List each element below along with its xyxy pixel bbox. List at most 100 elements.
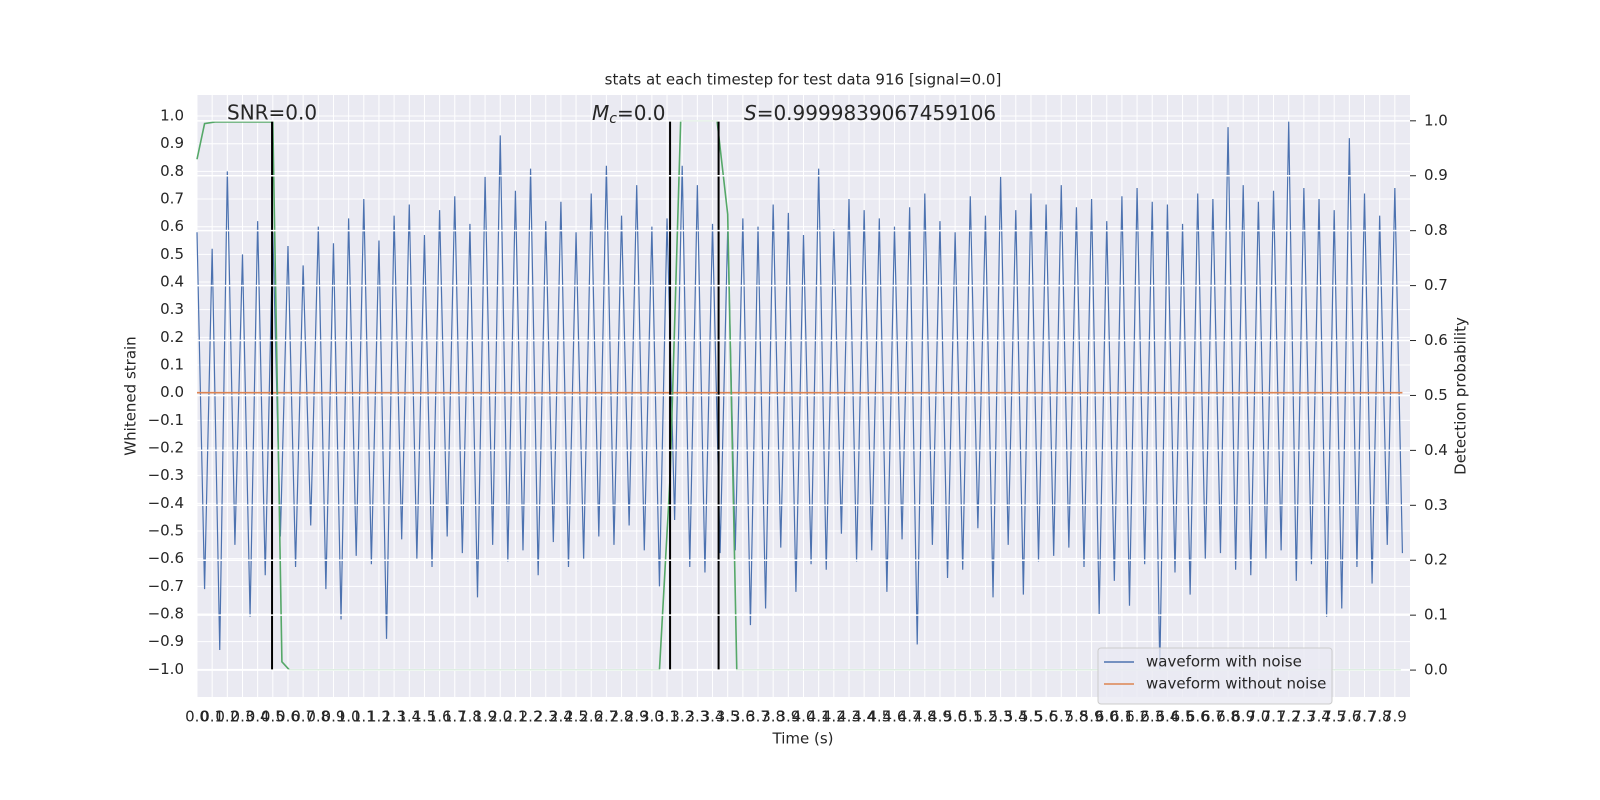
x-tick-label: 6.1 [1110, 708, 1134, 726]
x-tick-label: 6.5 [1171, 708, 1195, 726]
x-tick-label: 2.1 [503, 708, 527, 726]
x-tick-label: 3.4 [701, 708, 725, 726]
x-tick-label: 5.5 [1019, 708, 1043, 726]
y-tick-label: 1.0 [160, 107, 184, 125]
x-tick-label: 0.3 [231, 708, 255, 726]
y-tick-label: 0.3 [160, 300, 184, 318]
x-tick-label: 3.8 [761, 708, 785, 726]
x-tick-label: 2.5 [564, 708, 588, 726]
x-tick-label: 6.2 [1125, 708, 1149, 726]
x-tick-label: 7.0 [1246, 708, 1270, 726]
x-tick-label: 0.0 [185, 708, 209, 726]
x-tick-label: 2.9 [625, 708, 649, 726]
x-tick-label: 0.4 [246, 708, 270, 726]
x-tick-label: 6.9 [1231, 708, 1255, 726]
x-tick-label: 2.0 [488, 708, 512, 726]
x-tick-label: 0.1 [200, 708, 224, 726]
x-tick-label: 3.7 [746, 708, 770, 726]
x-tick-label: 2.2 [519, 708, 543, 726]
x-axis-label: Time (s) [772, 730, 834, 748]
legend-box [1097, 647, 1333, 705]
x-tick-label: 3.1 [655, 708, 679, 726]
y-tick-label: 0.1 [160, 356, 184, 374]
legend-label: waveform without noise [1146, 675, 1326, 693]
x-tick-label: 7.4 [1307, 708, 1331, 726]
x-tick-label: 2.8 [610, 708, 634, 726]
y2-tick-label: 0.3 [1424, 496, 1448, 514]
x-tick-label: 4.7 [898, 708, 922, 726]
y-tick-label: 0.9 [160, 134, 184, 152]
x-tick-label: 5.7 [1049, 708, 1073, 726]
y-tick-label: 0.8 [160, 162, 184, 180]
x-tick-label: 5.1 [958, 708, 982, 726]
x-tick-label: 6.4 [1155, 708, 1179, 726]
x-tick-label: 5.9 [1080, 708, 1104, 726]
y-axis-label: Whitened strain [122, 336, 140, 455]
y-tick-label: 0.2 [160, 328, 184, 346]
x-tick-label: 1.3 [382, 708, 406, 726]
x-tick-label: 1.4 [397, 708, 421, 726]
y-tick-label: 0.6 [160, 217, 184, 235]
x-tick-label: 4.5 [867, 708, 891, 726]
x-tick-label: 3.6 [731, 708, 755, 726]
x-tick-label: 5.8 [1064, 708, 1088, 726]
s-text: =0.9999839067459106 [757, 101, 996, 125]
x-tick-label: 1.0 [337, 708, 361, 726]
snr-annotation: SNR=0.0 [227, 101, 317, 125]
y-tick-label: −0.7 [148, 577, 184, 595]
x-tick-label: 3.5 [716, 708, 740, 726]
x-tick-label: 7.7 [1353, 708, 1377, 726]
x-tick-label: 0.5 [261, 708, 285, 726]
x-tick-label: 1.8 [458, 708, 482, 726]
y2-tick-label: 1.0 [1424, 111, 1448, 129]
x-tick-label: 1.7 [443, 708, 467, 726]
y-tick-label: 0.7 [160, 190, 184, 208]
y-tick-label: −0.9 [148, 632, 184, 650]
y2-tick-label: 0.5 [1424, 386, 1448, 404]
x-tick-label: 1.1 [352, 708, 376, 726]
y-tick-label: −0.6 [148, 549, 184, 567]
x-tick-label: 4.8 [913, 708, 937, 726]
x-tick-label: 7.6 [1337, 708, 1361, 726]
mc-subscript: c [609, 111, 617, 127]
mc-annotation: Mc=0.0 [592, 101, 666, 128]
s-annotation: S=0.9999839067459106 [744, 101, 996, 125]
s-symbol: S [744, 101, 757, 125]
mc-text: =0.0 [617, 101, 666, 125]
x-tick-label: 1.5 [413, 708, 437, 726]
x-tick-label: 6.7 [1201, 708, 1225, 726]
x-tick-label: 4.2 [822, 708, 846, 726]
y2-tick-label: 0.9 [1424, 166, 1448, 184]
x-tick-label: 6.8 [1216, 708, 1240, 726]
chart-title: stats at each timestep for test data 916… [605, 71, 1002, 89]
x-tick-label: 3.3 [685, 708, 709, 726]
x-tick-label: 2.6 [579, 708, 603, 726]
x-tick-label: 5.4 [1004, 708, 1028, 726]
y2-tick-label: 0.4 [1424, 441, 1448, 459]
x-tick-label: 0.2 [215, 708, 239, 726]
x-tick-label: 7.2 [1277, 708, 1301, 726]
x-tick-label: 5.2 [974, 708, 998, 726]
y-tick-label: 0.5 [160, 245, 184, 263]
y2-tick-label: 0.1 [1424, 606, 1448, 624]
y-tick-label: −0.2 [148, 439, 184, 457]
x-tick-label: 4.1 [807, 708, 831, 726]
y-tick-label: 0.0 [160, 383, 184, 401]
x-tick-label: 5.3 [989, 708, 1013, 726]
x-tick-label: 3.0 [640, 708, 664, 726]
x-tick-label: 4.0 [792, 708, 816, 726]
y-tick-label: −0.8 [148, 605, 184, 623]
x-tick-label: 4.3 [837, 708, 861, 726]
x-tick-label: 4.9 [928, 708, 952, 726]
x-tick-label: 2.4 [549, 708, 573, 726]
x-tick-label: 5.0 [943, 708, 967, 726]
mc-symbol: M [592, 101, 609, 125]
x-tick-label: 0.9 [322, 708, 346, 726]
series-line [196, 121, 1404, 670]
x-tick-label: 1.6 [428, 708, 452, 726]
x-tick-label: 0.6 [276, 708, 300, 726]
x-tick-label: 2.3 [534, 708, 558, 726]
x-tick-label: 6.3 [1140, 708, 1164, 726]
x-tick-label: 1.9 [473, 708, 497, 726]
